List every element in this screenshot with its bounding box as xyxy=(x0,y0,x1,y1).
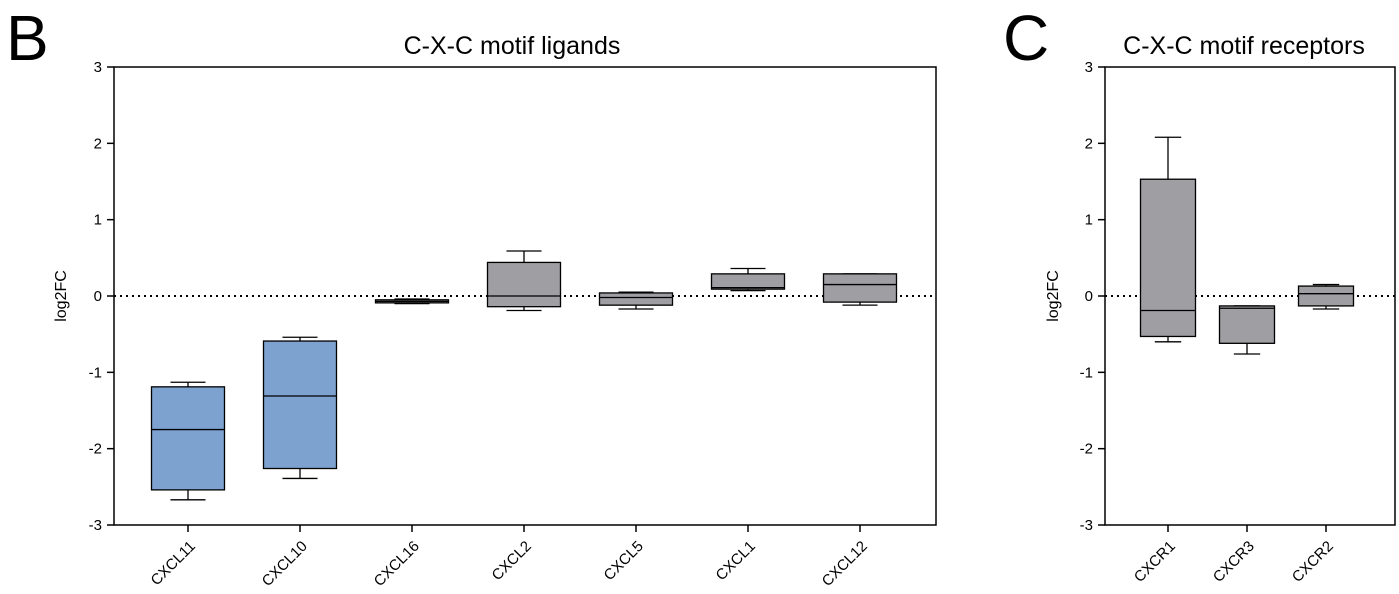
y-tick-label: 2 xyxy=(1085,135,1093,152)
box-iqr xyxy=(150,386,226,491)
y-axis-label-receptors: log2FC xyxy=(1045,270,1062,322)
box-cxcr1 xyxy=(1139,136,1197,343)
panel-c-receptors-chart: C C-X-C motif receptors log2FC 3 2 1 0 -1 -2 -… xyxy=(1003,2,1396,586)
box-cxcl2 xyxy=(486,250,562,312)
plot-area-ligands: 3 2 1 0 -1 -2 -3 CXCL11 CXCL10 CXCL16 CXCL2 CXCL5 CX… xyxy=(89,59,936,590)
box-cxcl11 xyxy=(150,381,226,501)
panel-letter-c: C xyxy=(1003,2,1049,74)
y-tick-label: -2 xyxy=(89,441,102,458)
y-tick-label: 3 xyxy=(94,59,102,76)
box-cxcr3 xyxy=(1218,305,1276,355)
box-iqr xyxy=(598,292,674,306)
y-tick-label: -1 xyxy=(89,364,102,381)
x-tick-label: CXCL12 xyxy=(819,538,871,590)
box-cxcl12 xyxy=(822,273,898,306)
box-cxcr2 xyxy=(1297,283,1355,310)
y-tick-label: 0 xyxy=(94,288,102,305)
x-tick-label: CXCL10 xyxy=(259,538,311,590)
plot-area-receptors: 3 2 1 0 -1 -2 -3 CXCR1 CXCR3 CXCR2 xyxy=(1080,59,1395,586)
box-iqr xyxy=(1218,305,1276,344)
box-iqr xyxy=(710,273,786,290)
x-tick-label: CXCL5 xyxy=(601,538,647,584)
box-cxcl1 xyxy=(710,267,786,292)
box-iqr xyxy=(262,340,338,470)
y-tick-label: -1 xyxy=(1080,364,1093,381)
y-tick-label: -2 xyxy=(1080,441,1093,458)
x-tick-label: CXCL1 xyxy=(713,538,759,584)
chart-title-receptors: C-X-C motif receptors xyxy=(1123,32,1365,60)
y-tick-label: 0 xyxy=(1085,288,1093,305)
box-iqr xyxy=(1139,178,1197,338)
x-tick-label: CXCR1 xyxy=(1131,538,1179,586)
x-tick-label: CXCL16 xyxy=(371,538,423,590)
box-cxcl5 xyxy=(598,291,674,310)
x-tick-label: CXCL11 xyxy=(147,538,198,589)
panel-letter-b: B xyxy=(6,2,49,74)
y-axis-label-ligands: log2FC xyxy=(53,270,70,322)
box-iqr xyxy=(486,261,562,308)
y-tick-label: 1 xyxy=(1085,212,1093,229)
y-tick-label: -3 xyxy=(89,517,102,534)
box-iqr xyxy=(1297,285,1355,307)
y-tick-label: 1 xyxy=(94,212,102,229)
x-tick-label: CXCL2 xyxy=(489,538,535,584)
chart-title-ligands: C-X-C motif ligands xyxy=(404,32,621,60)
box-cxcl16 xyxy=(374,298,450,305)
x-tick-label: CXCR2 xyxy=(1289,538,1337,586)
box-iqr xyxy=(822,273,898,303)
y-tick-label: -3 xyxy=(1080,517,1093,534)
box-cxcl10 xyxy=(262,336,338,480)
panel-b-ligands-chart: B C-X-C motif ligands log2FC 3 2 1 0 -1 -2 -3 C… xyxy=(6,2,937,590)
x-tick-label: CXCR3 xyxy=(1210,538,1258,586)
y-tick-label: 2 xyxy=(94,135,102,152)
y-tick-label: 3 xyxy=(1085,59,1093,76)
